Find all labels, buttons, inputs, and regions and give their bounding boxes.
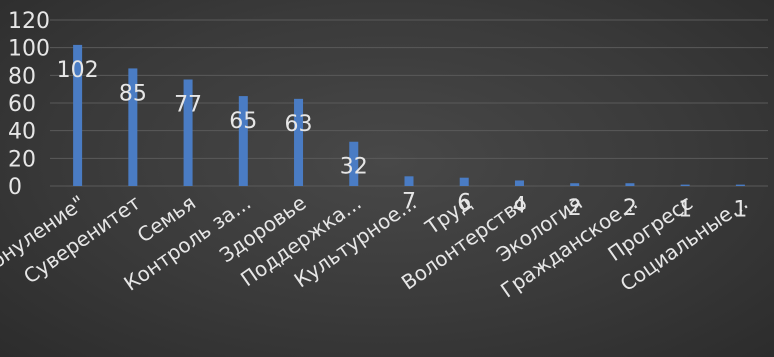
y-tick-label: 80 — [8, 64, 36, 89]
bars — [73, 44, 745, 187]
bar — [238, 96, 248, 186]
bar — [570, 183, 580, 186]
data-label: 1 — [733, 198, 747, 223]
bar — [294, 98, 304, 186]
bar — [183, 79, 193, 186]
data-label: 1 — [678, 198, 692, 223]
data-label: 2 — [568, 196, 582, 221]
data-label: 6 — [457, 191, 471, 216]
bar — [73, 44, 83, 187]
data-label: 7 — [402, 189, 416, 214]
bar — [514, 180, 524, 186]
gridlines — [50, 19, 768, 187]
bar — [404, 176, 414, 186]
data-label: 32 — [340, 155, 368, 180]
data-label: 2 — [623, 196, 637, 221]
data-label: 85 — [119, 81, 147, 106]
y-tick-label: 60 — [8, 92, 36, 117]
bar — [128, 68, 138, 186]
y-tick-label: 20 — [8, 147, 36, 172]
data-label: 4 — [512, 193, 526, 218]
y-tick-label: 0 — [8, 175, 22, 200]
data-label: 63 — [285, 112, 313, 137]
data-label: 102 — [57, 58, 99, 83]
bar — [349, 141, 359, 186]
bar — [459, 177, 469, 186]
bar — [625, 183, 635, 186]
data-label: 65 — [229, 109, 257, 134]
data-label: 77 — [174, 92, 202, 117]
data-labels: 102 85 77 65 63 32 7 6 4 2 2 1 1 — [57, 58, 748, 223]
y-tick-label: 120 — [8, 9, 50, 34]
y-tick-label: 40 — [8, 120, 36, 145]
y-tick-label: 100 — [8, 37, 50, 62]
bar — [680, 184, 690, 186]
bar — [735, 184, 745, 186]
